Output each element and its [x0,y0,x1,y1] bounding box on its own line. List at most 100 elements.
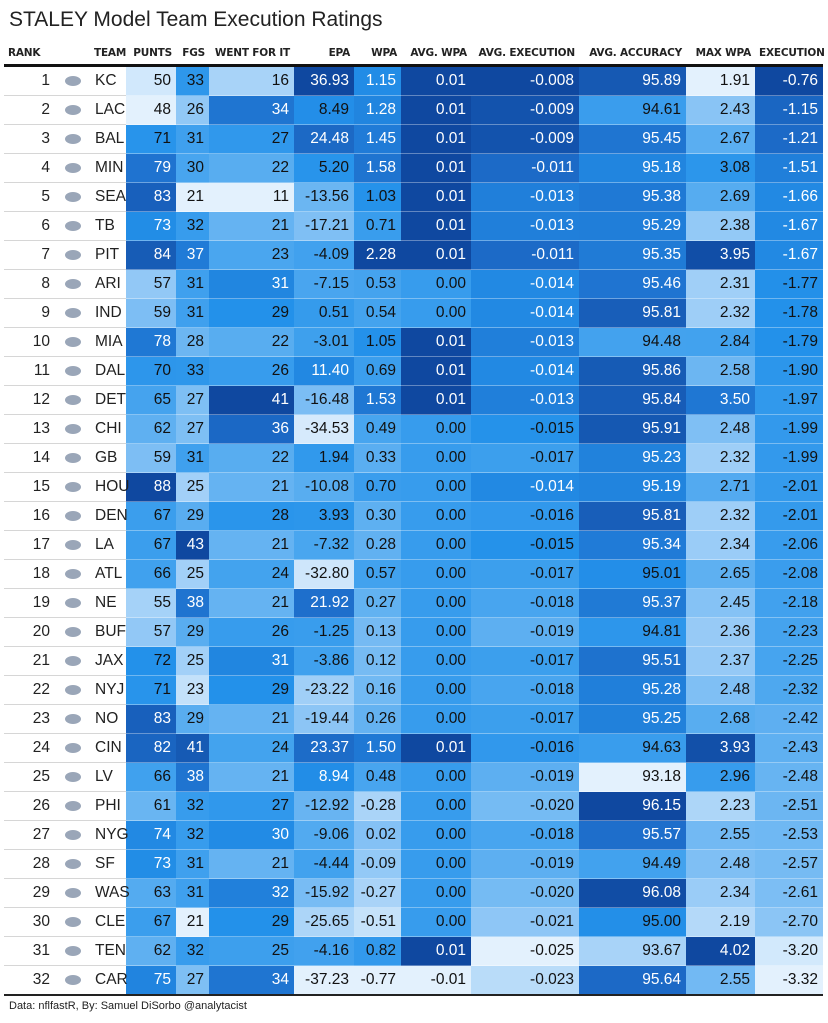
avg-wpa-cell: 0.01 [401,240,471,270]
header-avg-wpa: AVG. WPA [401,42,471,67]
rank-cell: 12 [4,385,56,415]
wpa-cell: 0.70 [354,472,401,502]
den-logo-icon [62,509,84,523]
table-row: 31 TEN 62 32 25 -4.16 0.82 0.01 -0.025 93.67 4.02-… [4,936,823,966]
avg-wpa-cell: 0.00 [401,501,471,531]
punts-cell: 75 [126,965,176,996]
epa-cell: -37.23 [294,965,354,996]
fgs-cell: 26 [176,95,209,125]
team-cell: ATL [90,559,126,589]
table-row: 6 TB 73 32 21 -17.21 0.71 0.01 -0.013 95.29 2.38 -1… [4,211,823,241]
exec-cell: -2.32 [755,675,823,705]
max-wpa-cell: 3.95 [686,240,755,270]
team-cell: SEA [90,182,126,212]
max-wpa-cell: 2.31 [686,269,755,299]
fgs-cell: 38 [176,762,209,792]
logo-cell [56,443,90,473]
avg-acc-cell: 95.19 [579,472,686,502]
avg-exec-cell: -0.017 [471,646,579,676]
went-cell: 24 [209,559,294,589]
rank-cell: 22 [4,675,56,705]
avg-wpa-cell: 0.01 [401,95,471,125]
punts-cell: 50 [126,65,176,96]
wpa-cell: -0.28 [354,791,401,821]
fgs-cell: 32 [176,820,209,850]
avg-wpa-cell: 0.01 [401,182,471,212]
epa-cell: -19.44 [294,704,354,734]
logo-cell [56,182,90,212]
punts-cell: 62 [126,414,176,444]
exec-cell: -1.77 [755,269,823,299]
max-wpa-cell: 3.50 [686,385,755,415]
max-wpa-cell: 2.45 [686,588,755,618]
logo-cell [56,762,90,792]
wpa-cell: 0.69 [354,356,401,386]
avg-wpa-cell: 0.01 [401,733,471,763]
buf-logo-icon [62,625,84,639]
logo-cell [56,414,90,444]
avg-acc-cell: 95.86 [579,356,686,386]
max-wpa-cell: 1.91 [686,65,755,96]
punts-cell: 55 [126,588,176,618]
epa-cell: 3.93 [294,501,354,531]
max-wpa-cell: 3.93 [686,733,755,763]
max-wpa-cell: 2.36 [686,617,755,647]
fgs-cell: 41 [176,733,209,763]
logo-cell [56,907,90,937]
avg-exec-cell: -0.013 [471,211,579,241]
punts-cell: 88 [126,472,176,502]
epa-cell: -32.80 [294,559,354,589]
epa-cell: -7.32 [294,530,354,560]
avg-wpa-cell: 0.00 [401,298,471,328]
epa-cell: -3.01 [294,327,354,357]
table-row: 28 SF 73 31 21 -4.44 -0.09 0.00 -0.019 94.49 2.48-… [4,849,823,879]
fgs-cell: 21 [176,182,209,212]
ind-logo-icon [62,306,84,320]
table-row: 14 GB 59 31 22 1.94 0.33 0.00 -0.017 95.23 2.32 -1.… [4,443,823,473]
team-cell: NYJ [90,675,126,705]
rank-cell: 25 [4,762,56,792]
team-cell: BUF [90,617,126,647]
punts-cell: 67 [126,907,176,937]
chart-title: STALEY Model Team Execution Ratings [9,8,383,31]
car-logo-icon [62,973,84,987]
wpa-cell: 0.71 [354,211,401,241]
epa-cell: -4.09 [294,240,354,270]
table-row: 10 MIA 78 28 22 -3.01 1.05 0.01 -0.013 94.48 2.84-… [4,327,823,357]
punts-cell: 74 [126,820,176,850]
avg-exec-cell: -0.025 [471,936,579,966]
epa-cell: 1.94 [294,443,354,473]
table-row: 3 BAL 71 31 27 24.48 1.45 0.01 -0.009 95.45 2.67 -1… [4,124,823,154]
avg-acc-cell: 95.35 [579,240,686,270]
table-row: 4 MIN 79 30 22 5.20 1.58 0.01 -0.011 95.18 3.08 -1.… [4,153,823,183]
avg-exec-cell: -0.018 [471,675,579,705]
max-wpa-cell: 2.23 [686,791,755,821]
exec-cell: -1.90 [755,356,823,386]
fgs-cell: 27 [176,385,209,415]
avg-wpa-cell: 0.00 [401,762,471,792]
max-wpa-cell: 2.38 [686,211,755,241]
fgs-cell: 37 [176,240,209,270]
rank-cell: 13 [4,414,56,444]
exec-cell: -2.70 [755,907,823,937]
table-row: 7 PIT 84 37 23 -4.09 2.28 0.01 -0.011 95.35 3.95 -1… [4,240,823,270]
epa-cell: -25.65 [294,907,354,937]
source-caption: Data: nflfastR, By: Samuel DiSorbo @anal… [9,1000,247,1012]
epa-cell: 21.92 [294,588,354,618]
fgs-cell: 25 [176,559,209,589]
logo-cell [56,356,90,386]
avg-exec-cell: -0.016 [471,501,579,531]
avg-wpa-cell: 0.01 [401,211,471,241]
table-row: 15 HOU 88 25 21 -10.08 0.70 0.00 -0.014 95.19 2.71… [4,472,823,502]
went-cell: 32 [209,878,294,908]
logo-cell [56,298,90,328]
wpa-cell: 1.15 [354,65,401,96]
sf-logo-icon [62,857,84,871]
went-cell: 29 [209,298,294,328]
team-cell: NYG [90,820,129,850]
avg-acc-cell: 93.67 [579,936,686,966]
avg-exec-cell: -0.019 [471,849,579,879]
fgs-cell: 32 [176,791,209,821]
max-wpa-cell: 3.08 [686,153,755,183]
exec-cell: -1.78 [755,298,823,328]
